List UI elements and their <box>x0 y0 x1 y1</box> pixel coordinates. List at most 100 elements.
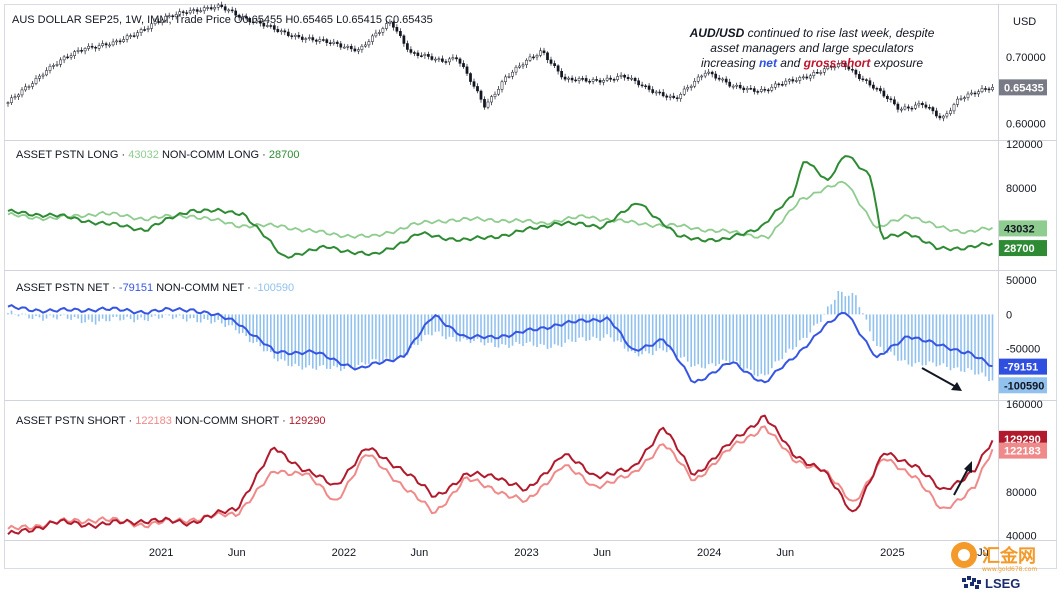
candle-body <box>567 77 570 80</box>
candle-body <box>868 80 872 86</box>
candle-body <box>55 64 59 66</box>
net-noncomm-last-tag: -100590 <box>1004 380 1044 392</box>
candle-body <box>52 65 55 67</box>
candle-body <box>265 25 269 27</box>
candle-body <box>973 92 977 95</box>
candle-body <box>532 56 535 59</box>
candle-body <box>59 59 62 65</box>
candle-body <box>658 91 662 94</box>
y-tick-label: 40000 <box>1006 531 1037 543</box>
candle-body <box>286 31 290 36</box>
candle-body <box>504 76 507 82</box>
candle-body <box>616 76 619 80</box>
candle-body <box>48 65 52 71</box>
candle-body <box>851 68 854 71</box>
y-tick-label: 0 <box>1006 309 1012 321</box>
candle-body <box>181 11 185 13</box>
candle-body <box>731 85 735 88</box>
candle-body <box>651 89 655 93</box>
candle-body <box>444 61 448 63</box>
candle-body <box>392 21 395 28</box>
candle-body <box>721 78 725 81</box>
x-tick-label: 2023 <box>514 547 538 559</box>
candle-body <box>202 7 206 12</box>
candle-body <box>924 104 928 108</box>
candle-body <box>318 39 322 42</box>
candle-body <box>108 44 111 47</box>
net-noncomm-last-tag-bg <box>999 377 1047 394</box>
candle-body <box>521 64 525 67</box>
candle-body <box>682 88 686 95</box>
candle-body <box>357 49 360 52</box>
candle-body <box>949 110 952 114</box>
candle-body <box>970 92 973 95</box>
candle-body <box>374 32 378 37</box>
legend-series-value: -100590 <box>254 282 294 294</box>
candle-body <box>157 21 161 23</box>
candle-body <box>62 56 66 61</box>
candle-body <box>672 95 676 98</box>
candle-body <box>928 107 931 109</box>
candle-body <box>984 88 987 90</box>
candle-body <box>546 52 549 61</box>
candle-body <box>542 50 546 54</box>
candle-body <box>865 79 868 81</box>
candle-body <box>237 14 241 18</box>
candle-body <box>101 43 104 46</box>
candle-body <box>125 35 129 40</box>
legend-series-value: 28700 <box>269 149 300 161</box>
ohlc-value: 0.65415 <box>342 14 385 26</box>
candle-body <box>952 104 956 112</box>
candle-body <box>395 27 399 32</box>
candle-body <box>307 37 311 39</box>
asset-long-line <box>7 180 993 240</box>
price-header: AUS DOLLAR SEP25, 1W, IMM, Trade Price O… <box>12 14 433 26</box>
candle-body <box>448 58 451 63</box>
candle-body <box>507 76 511 78</box>
candle-body <box>752 88 756 92</box>
candle-body <box>90 45 94 48</box>
candle-body <box>717 77 721 80</box>
candle-body <box>476 86 479 92</box>
candle-body <box>836 63 840 68</box>
candle-body <box>353 48 357 52</box>
candle-body <box>497 89 500 95</box>
candle-body <box>146 28 150 30</box>
x-tick-label: Jun <box>411 547 429 559</box>
candle-body <box>805 76 809 79</box>
candle-body <box>833 66 837 69</box>
candle-body <box>700 75 704 78</box>
candle-body <box>511 71 514 77</box>
candle-body <box>987 88 991 91</box>
candle-body <box>73 51 76 56</box>
candle-body <box>528 56 532 61</box>
candle-body <box>314 39 318 42</box>
candle-body <box>609 77 612 80</box>
candle-body <box>689 85 693 88</box>
candle-body <box>735 84 739 87</box>
candle-body <box>293 34 297 37</box>
candle-body <box>13 96 17 99</box>
legend-series-label: ASSET PSTN SHORT · <box>16 415 135 427</box>
annotation-line-1: AUD/USD continued to rise last week, des… <box>689 26 935 40</box>
candle-body <box>136 32 139 37</box>
candle-body <box>843 62 847 68</box>
candle-body <box>430 56 434 60</box>
candle-body <box>118 40 122 43</box>
chart-frame <box>4 4 1057 569</box>
candle-body <box>956 98 959 105</box>
instrument-title: AUS DOLLAR SEP25, 1W, IMM, Trade Price <box>12 14 234 26</box>
candle-body <box>829 66 833 68</box>
candle-body <box>493 93 497 97</box>
candle-body <box>500 81 504 90</box>
candle-body <box>935 110 938 117</box>
candle-body <box>703 72 707 77</box>
candle-body <box>591 79 595 82</box>
candle-body <box>413 52 416 54</box>
candle-body <box>479 90 483 100</box>
candle-body <box>346 46 350 48</box>
candle-body <box>598 80 602 83</box>
candle-body <box>773 83 777 88</box>
candle-body <box>563 76 567 80</box>
candle-body <box>518 65 521 68</box>
